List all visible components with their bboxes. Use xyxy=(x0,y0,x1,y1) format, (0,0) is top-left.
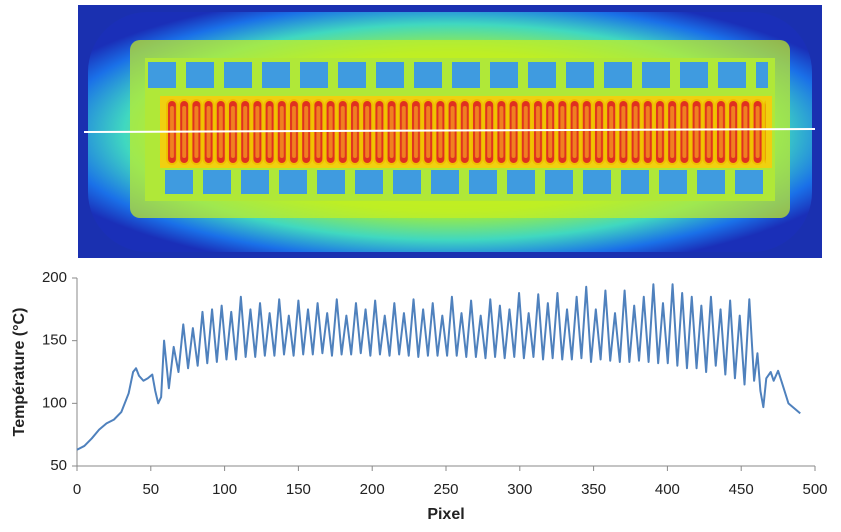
x-axis-label: Pixel xyxy=(427,506,464,523)
y-axis-label: Température (°C) xyxy=(11,308,28,437)
x-tick-label: 300 xyxy=(507,481,532,498)
x-tick-label: 50 xyxy=(142,481,159,498)
x-tick-label: 0 xyxy=(73,481,81,498)
y-tick-label: 200 xyxy=(42,269,67,286)
thermal-image xyxy=(78,5,822,258)
x-tick-label: 250 xyxy=(433,481,458,498)
x-tick-label: 500 xyxy=(802,481,827,498)
x-tick-label: 100 xyxy=(212,481,237,498)
x-tick-label: 350 xyxy=(581,481,606,498)
y-tick-label: 50 xyxy=(50,457,67,474)
data-line xyxy=(76,283,801,451)
y-tick-label: 100 xyxy=(42,394,67,411)
x-tick-label: 400 xyxy=(655,481,680,498)
x-tick-label: 150 xyxy=(286,481,311,498)
x-tick-label: 200 xyxy=(360,481,385,498)
y-tick-label: 150 xyxy=(42,332,67,349)
x-tick-label: 450 xyxy=(729,481,754,498)
chart: Pixel Température (°C) xyxy=(11,308,464,524)
